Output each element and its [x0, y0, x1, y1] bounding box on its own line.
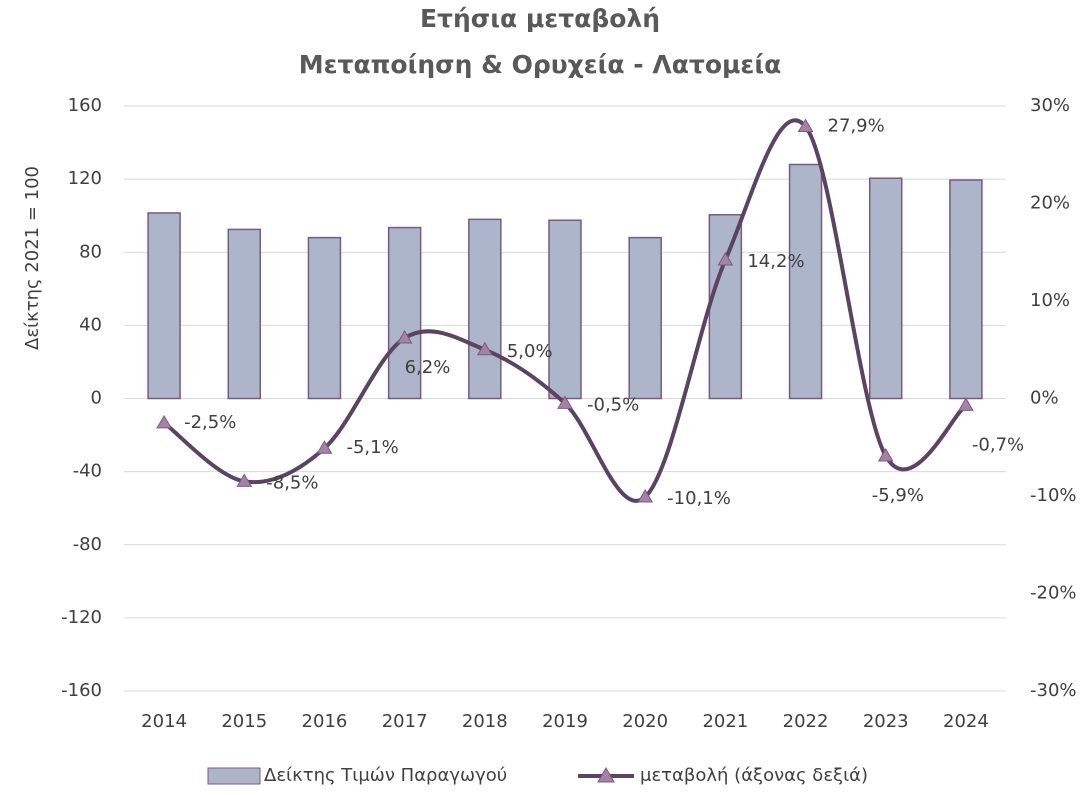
y2-tick-label: -30% — [1030, 680, 1077, 701]
y2-tick-label: 30% — [1030, 95, 1070, 116]
y-tick-label: 0 — [91, 388, 102, 409]
x-tick-label: 2020 — [622, 711, 668, 732]
y2-tick-label: 20% — [1030, 193, 1070, 214]
data-label: -5,1% — [346, 437, 398, 458]
legend-swatch — [597, 766, 615, 783]
x-tick-label: 2016 — [302, 711, 348, 732]
x-tick-label: 2017 — [382, 711, 428, 732]
bar — [949, 179, 983, 400]
bar — [147, 212, 181, 400]
y2-tick-label: 0% — [1030, 388, 1059, 409]
y-tick-label: -160 — [61, 680, 102, 701]
x-tick-label: 2024 — [943, 711, 989, 732]
x-tick-label: 2023 — [863, 711, 909, 732]
marker — [958, 397, 974, 411]
chart-subtitle: Μεταποίηση & Ορυχεία - Λατομεία — [299, 50, 782, 79]
data-label: -8,5% — [266, 472, 318, 493]
data-label: -0,5% — [587, 394, 639, 415]
bar — [708, 214, 743, 400]
data-label: -10,1% — [667, 488, 731, 509]
x-tick-label: 2022 — [783, 711, 829, 732]
legend-swatch — [207, 767, 261, 785]
data-label: -5,9% — [872, 485, 924, 506]
bar — [868, 177, 903, 400]
legend-label: μεταβολή (άξονας δεξιά) — [640, 765, 868, 786]
y2-tick-label: -10% — [1030, 485, 1077, 506]
marker — [476, 341, 493, 356]
marker — [557, 395, 573, 409]
marker — [877, 448, 894, 462]
bar — [227, 228, 262, 400]
bar — [548, 219, 582, 400]
data-label: -0,7% — [972, 434, 1024, 455]
y-tick-label: -120 — [61, 607, 102, 628]
bar — [468, 218, 502, 400]
marker — [156, 414, 172, 429]
data-label: 5,0% — [507, 341, 553, 362]
chart-title: Ετήσια μεταβολή — [420, 4, 660, 33]
data-label: 6,2% — [405, 357, 451, 378]
marker — [637, 488, 654, 503]
data-label: 27,9% — [828, 115, 885, 136]
x-tick-label: 2015 — [221, 711, 267, 732]
marker — [396, 330, 413, 344]
y2-tick-label: 10% — [1030, 290, 1070, 311]
marker — [797, 118, 814, 132]
data-label: -2,5% — [184, 412, 236, 433]
y-tick-label: -40 — [73, 461, 102, 482]
y-tick-label: 160 — [68, 95, 102, 116]
data-label: 14,2% — [747, 251, 804, 272]
x-tick-label: 2014 — [141, 711, 187, 732]
marker — [316, 440, 333, 454]
marker — [236, 473, 253, 487]
legend-label: Δείκτης Τιμών Παραγωγού — [264, 765, 507, 786]
bar — [788, 163, 823, 400]
y2-tick-label: -20% — [1030, 583, 1077, 604]
x-tick-label: 2018 — [462, 711, 508, 732]
marker — [717, 252, 734, 266]
y-tick-label: 40 — [79, 314, 102, 335]
y-tick-label: -80 — [73, 534, 102, 555]
x-tick-label: 2021 — [702, 711, 748, 732]
bar — [387, 226, 422, 400]
x-tick-label: 2019 — [542, 711, 588, 732]
y-tick-label: 120 — [68, 168, 102, 189]
y-tick-label: 80 — [79, 241, 102, 262]
y-axis-label: Δείκτης 2021 = 100 — [22, 166, 43, 350]
bar — [307, 236, 342, 400]
bar — [628, 236, 662, 400]
